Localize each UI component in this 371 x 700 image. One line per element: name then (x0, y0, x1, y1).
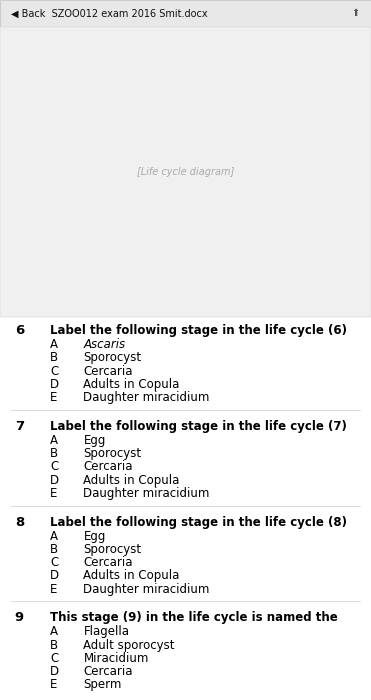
Text: Daughter miracidium: Daughter miracidium (83, 582, 210, 596)
Text: Daughter miracidium: Daughter miracidium (83, 391, 210, 404)
Text: ⬆: ⬆ (352, 8, 360, 18)
Text: Adult sporocyst: Adult sporocyst (83, 638, 175, 652)
Text: Cercaria: Cercaria (83, 556, 133, 569)
Text: Sporocyst: Sporocyst (83, 351, 142, 365)
Text: Sporocyst: Sporocyst (83, 542, 142, 556)
Text: Cercaria: Cercaria (83, 665, 133, 678)
Text: Label the following stage in the life cycle (6): Label the following stage in the life cy… (50, 324, 347, 337)
Text: Cercaria: Cercaria (83, 365, 133, 378)
Text: C: C (50, 365, 58, 378)
Text: D: D (50, 665, 59, 678)
Text: Daughter miracidium: Daughter miracidium (83, 487, 210, 500)
Text: Miracidium: Miracidium (83, 652, 149, 665)
Text: Sperm: Sperm (83, 678, 122, 692)
Text: B: B (50, 351, 58, 365)
Text: 6: 6 (15, 324, 24, 337)
Text: B: B (50, 447, 58, 460)
Text: Adults in Copula: Adults in Copula (83, 569, 180, 582)
Text: D: D (50, 569, 59, 582)
FancyBboxPatch shape (0, 0, 371, 27)
Text: Adults in Copula: Adults in Copula (83, 378, 180, 391)
Text: E: E (50, 582, 58, 596)
Text: Flagella: Flagella (83, 625, 129, 638)
Text: C: C (50, 461, 58, 473)
Text: Egg: Egg (83, 529, 106, 542)
Text: A: A (50, 625, 58, 638)
Text: A: A (50, 434, 58, 447)
Text: Label the following stage in the life cycle (7): Label the following stage in the life cy… (50, 420, 347, 433)
Text: D: D (50, 378, 59, 391)
Text: E: E (50, 391, 58, 404)
Text: A: A (50, 338, 58, 351)
Text: [Life cycle diagram]: [Life cycle diagram] (137, 167, 234, 177)
Text: B: B (50, 638, 58, 652)
Text: This stage (9) in the life cycle is named the: This stage (9) in the life cycle is name… (50, 611, 338, 624)
Text: Ascaris: Ascaris (83, 338, 126, 351)
Text: C: C (50, 652, 58, 665)
Text: Adults in Copula: Adults in Copula (83, 474, 180, 486)
Text: E: E (50, 678, 58, 692)
Text: Sporocyst: Sporocyst (83, 447, 142, 460)
Text: E: E (50, 487, 58, 500)
Text: C: C (50, 556, 58, 569)
Text: A: A (50, 529, 58, 542)
Text: B: B (50, 542, 58, 556)
Text: ◀ Back  SZOO012 exam 2016 Smit.docx: ◀ Back SZOO012 exam 2016 Smit.docx (11, 8, 208, 18)
Text: Label the following stage in the life cycle (8): Label the following stage in the life cy… (50, 515, 347, 528)
FancyBboxPatch shape (0, 27, 371, 317)
Text: D: D (50, 474, 59, 486)
Text: 8: 8 (15, 515, 24, 528)
Text: Egg: Egg (83, 434, 106, 447)
Text: 7: 7 (15, 420, 24, 433)
Text: 9: 9 (15, 611, 24, 624)
Text: Cercaria: Cercaria (83, 461, 133, 473)
